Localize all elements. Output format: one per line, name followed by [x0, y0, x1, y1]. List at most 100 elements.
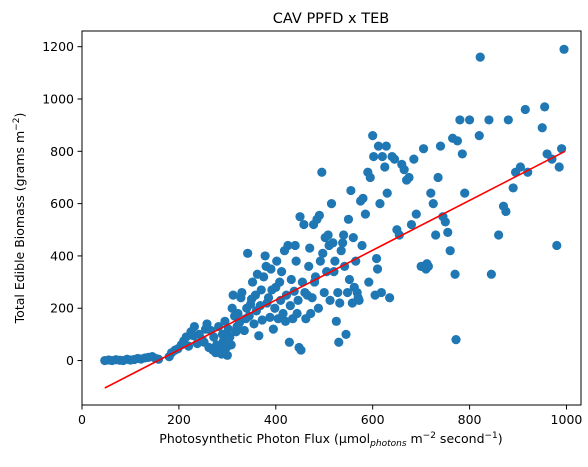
data-point — [428, 199, 438, 209]
data-point — [223, 324, 233, 334]
data-point — [325, 295, 335, 305]
data-point — [295, 212, 305, 222]
data-point — [552, 240, 562, 251]
x-axis-label-mid-2: second — [436, 431, 485, 446]
x-axis-label-superscript-2: −1 — [485, 431, 498, 441]
x-tick-label: 0 — [78, 412, 86, 427]
data-point — [443, 227, 453, 237]
data-point — [189, 321, 199, 332]
data-point — [226, 340, 236, 350]
data-point — [220, 316, 230, 326]
x-tick-label: 1000 — [551, 412, 583, 427]
data-point — [520, 104, 530, 115]
data-point — [330, 256, 340, 266]
data-point — [292, 308, 302, 319]
data-point — [369, 151, 379, 162]
data-point — [460, 188, 470, 198]
data-point — [435, 141, 446, 151]
data-point — [335, 298, 345, 308]
data-point — [464, 115, 475, 125]
data-point — [296, 345, 306, 355]
data-point — [299, 219, 309, 230]
data-point — [304, 261, 314, 271]
data-point — [474, 131, 484, 141]
data-point — [360, 209, 371, 219]
y-axis-label-suffix: ) — [12, 113, 27, 118]
x-axis-label-prefix: Photosynthetic Photon Flux (µmol — [159, 431, 370, 446]
y-axis-label: Total Edible Biomass (grams m−2) — [12, 113, 27, 325]
data-point — [247, 277, 258, 287]
data-point — [540, 102, 550, 112]
y-axis-label-superscript: −2 — [12, 118, 22, 131]
data-point — [357, 240, 367, 251]
data-point — [503, 115, 513, 125]
data-point — [228, 290, 238, 300]
data-point — [399, 165, 409, 175]
data-point — [266, 264, 276, 274]
data-point — [348, 233, 358, 243]
x-tick-label: 400 — [264, 412, 288, 427]
x-tick-label: 800 — [458, 412, 482, 427]
data-point — [280, 316, 291, 326]
data-point — [237, 287, 247, 298]
data-point — [382, 188, 392, 198]
data-point — [323, 230, 333, 240]
data-point — [431, 230, 441, 240]
data-point — [423, 261, 433, 271]
axes: 0 200 400 600 800 1000 0 200 400 600 800 1000 1200 — [42, 30, 583, 427]
data-point — [501, 206, 511, 217]
data-point — [515, 162, 526, 172]
chart-title: CAV PPFD x TEB — [273, 11, 389, 27]
data-point — [351, 256, 361, 266]
x-tick-label: 600 — [361, 412, 385, 427]
data-point — [283, 240, 293, 251]
data-point — [368, 131, 378, 141]
data-point — [225, 332, 235, 342]
data-point — [244, 311, 254, 321]
fit-line-layer — [104, 150, 566, 389]
data-point — [344, 274, 355, 285]
data-point — [418, 144, 429, 154]
data-point — [537, 123, 547, 133]
data-point — [328, 238, 338, 248]
data-point — [286, 274, 296, 285]
data-point — [409, 154, 419, 164]
data-point — [305, 243, 315, 253]
data-point — [318, 248, 328, 258]
data-point — [559, 44, 569, 54]
data-point — [381, 141, 391, 151]
data-point — [339, 230, 349, 240]
data-point — [315, 256, 325, 266]
y-tick-label: 200 — [50, 301, 74, 316]
x-axis-label-subscript: photons — [369, 439, 407, 449]
data-point — [319, 287, 329, 298]
data-point — [272, 256, 282, 266]
x-axis-label-mid: m — [407, 431, 423, 446]
data-point — [375, 199, 385, 209]
data-point — [259, 272, 269, 282]
data-point — [333, 287, 343, 298]
data-point — [354, 295, 364, 305]
data-point — [358, 193, 368, 203]
data-point — [440, 217, 450, 227]
y-axis-label-prefix: Total Edible Biomass (grams m — [12, 131, 27, 325]
y-tick-label: 1200 — [42, 39, 74, 54]
data-point — [278, 308, 288, 319]
data-point — [256, 285, 266, 295]
data-point — [307, 293, 317, 303]
data-point — [322, 267, 332, 277]
data-point — [452, 136, 463, 146]
data-point — [209, 332, 219, 342]
data-point — [451, 335, 461, 345]
data-point — [445, 246, 455, 256]
data-point — [326, 199, 337, 209]
data-point — [406, 219, 417, 230]
data-point — [336, 246, 346, 256]
x-axis-label: Photosynthetic Photon Flux (µmolphotons … — [159, 431, 502, 449]
data-point — [291, 256, 301, 266]
data-point — [263, 293, 274, 303]
data-point — [260, 251, 270, 261]
data-point — [376, 287, 386, 298]
